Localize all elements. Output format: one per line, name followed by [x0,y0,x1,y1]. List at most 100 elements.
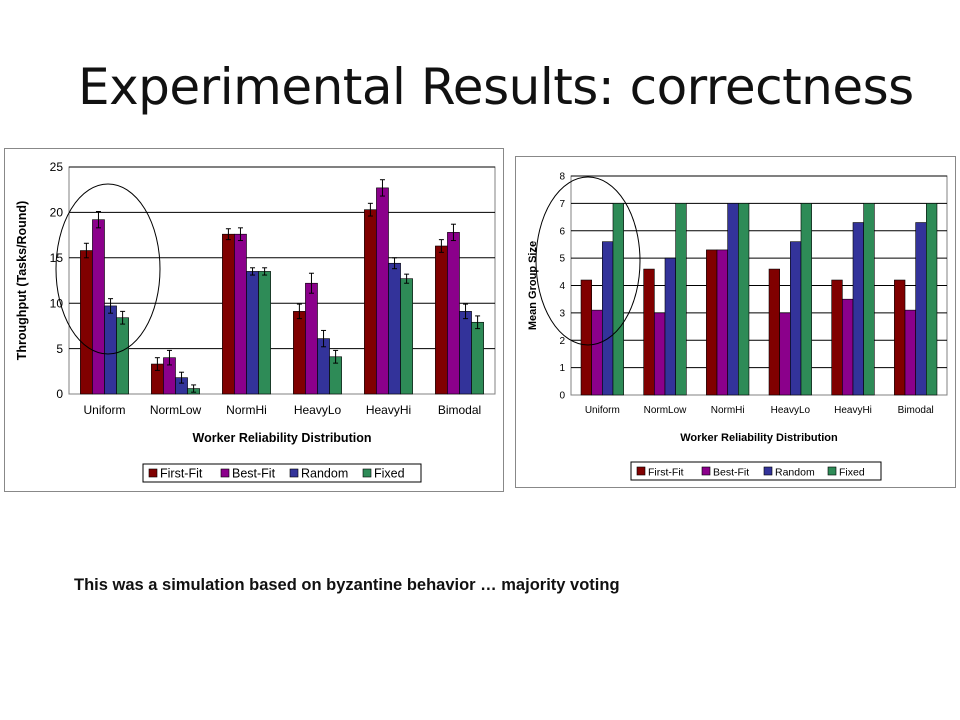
legend-entry: Best-Fit [232,467,276,481]
bar [364,209,377,395]
legend-swatch [289,468,299,478]
bar [471,321,484,395]
bar [246,271,259,395]
legend-swatch [636,466,646,476]
x-tick-label: Uniform [83,403,125,417]
legend-box [142,463,422,483]
x-tick-label: NormLow [644,405,688,416]
plot-area [68,166,496,395]
x-tick-label: NormHi [226,403,267,417]
bar [459,311,472,395]
legend-swatch [362,468,372,478]
bar [400,278,413,395]
bar [842,298,854,396]
highlight-ellipse [535,176,641,346]
group-size-chart-svg: 0 1 2 3 4 5 6 7 8 Uniform NormLow NormHi HeavyLo Heav… [527,172,948,481]
bar [790,241,802,396]
bar [831,279,843,396]
y-tick-label: 5 [559,254,565,265]
bar [675,203,687,396]
bar [447,232,460,395]
y-axis-label: Throughput (Tasks/Round) [15,201,29,360]
bar [305,282,318,395]
x-tick-label: HeavyLo [771,405,811,416]
y-tick-label: 25 [50,160,64,174]
bar [716,249,728,396]
legend-entry: First-Fit [160,467,203,481]
bar [92,219,105,395]
x-axis-label: Worker Reliability Distribution [680,432,838,444]
throughput-chart: 0 5 10 15 20 25 Uniform NormLow NormHi HeavyLo Hea… [4,148,504,492]
bar [706,249,718,396]
x-tick-label: HeavyHi [366,403,411,417]
slide-caption: This was a simulation based on byzantine… [74,576,620,594]
group-size-chart: 0 1 2 3 4 5 6 7 8 Uniform NormLow NormHi HeavyLo Heav… [515,156,956,488]
bar [863,203,875,396]
y-tick-label: 7 [559,199,565,210]
bar [894,279,906,396]
y-tick-label: 0 [559,391,565,402]
y-tick-label: 0 [56,387,63,401]
bar [580,279,592,396]
bar [80,250,93,395]
slide-title: Experimental Results: correctness [78,58,914,116]
bar [904,309,916,396]
y-tick-label: 1 [559,363,565,374]
y-axis-label: Mean Group Size [527,241,539,330]
highlight-ellipse [55,183,161,355]
bar [915,222,927,396]
bar [612,203,624,396]
bar [116,317,129,395]
bar [388,262,401,395]
bar [727,203,739,396]
bar [768,268,780,396]
bar [800,203,812,396]
legend: First-Fit Best-Fit Random Fixed [630,461,882,481]
bar [738,203,750,396]
x-tick-label: NormHi [711,405,745,416]
bar [779,312,791,396]
bar [664,257,676,396]
x-tick-label: HeavyHi [834,405,872,416]
bar [926,203,938,396]
bar [234,233,247,395]
legend: First-Fit Best-Fit Random Fixed [142,463,422,483]
legend-entry: Random [775,467,815,479]
bar [852,222,864,396]
y-tick-label: 6 [559,226,565,237]
legend-box [630,461,882,481]
bar [654,312,666,396]
legend-entry: Fixed [839,467,865,479]
x-tick-label: HeavyLo [294,403,342,417]
y-tick-label: 4 [559,281,565,292]
bar [591,309,603,396]
y-tick-label: 3 [559,308,565,319]
legend-entry: First-Fit [648,467,684,479]
legend-entry: Best-Fit [713,467,749,479]
bar [222,233,235,395]
bar [104,305,117,395]
legend-swatch [701,466,711,476]
x-tick-label: Bimodal [438,403,481,417]
bar [258,271,271,395]
y-tick-label: 20 [50,206,64,220]
y-tick-label: 5 [56,342,63,356]
x-tick-label: Uniform [585,405,620,416]
legend-swatch [827,466,837,476]
bar [602,241,614,396]
x-axis-label: Worker Reliability Distribution [193,431,372,445]
y-tick-label: 2 [559,336,565,347]
bar [435,245,448,395]
bar [643,268,655,396]
legend-entry: Random [301,467,348,481]
bar [376,187,389,395]
legend-swatch [763,466,773,476]
legend-swatch [148,468,158,478]
y-tick-label: 8 [559,172,565,183]
x-tick-label: Bimodal [898,405,934,416]
legend-entry: Fixed [374,467,405,481]
x-tick-label: NormLow [150,403,202,417]
legend-swatch [220,468,230,478]
bar [293,311,306,395]
